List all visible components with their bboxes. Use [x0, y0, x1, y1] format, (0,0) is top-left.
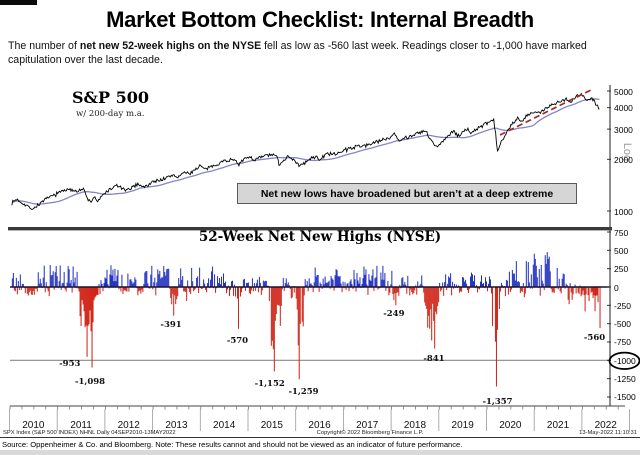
subtitle-post: fell as low as -560 last week. Readings …: [8, 40, 587, 66]
bottom-y-axis-tick-label: -1250: [614, 374, 636, 385]
bottom-y-axis-tick-label: -750: [614, 337, 632, 348]
bottom-y-axis-tick-label: -1500: [614, 392, 636, 403]
bottom-y-axis-tick-label: 750: [614, 227, 629, 238]
bar-annotation: -953: [59, 358, 81, 369]
bottom-y-axis-tick-label: 250: [614, 264, 629, 275]
sp500-ma-sublabel: w/ 200-day m.a.: [76, 109, 145, 119]
bar-annotation: -391: [160, 319, 182, 330]
subtitle-bold: net new 52-week highs on the NYSE: [79, 40, 262, 52]
bottom-y-axis-tick-label: -250: [614, 300, 632, 311]
bloomberg-ticker-line: SPX Index (S&P 500 INDEX) NHNL Daily 04S…: [3, 430, 176, 436]
bar-annotation: -570: [226, 335, 249, 346]
year-label: 2014: [213, 420, 236, 431]
bottom-y-axis-tick-label: 0: [614, 282, 619, 293]
year-label: 2010: [22, 420, 45, 431]
top-y-axis-tick-label: 4000: [614, 103, 633, 114]
bottom-y-axis-tick-label: -500: [614, 319, 632, 330]
bar-annotation: -1,098: [74, 376, 106, 387]
year-label: 2013: [165, 420, 188, 431]
year-label: 2018: [403, 420, 427, 431]
year-label: 2017: [356, 420, 379, 431]
top-y-axis-tick-label: 1000: [614, 206, 633, 217]
bloomberg-copyright: Copyright© 2022 Bloomberg Finance L.P.: [316, 430, 424, 436]
footer-divider-rule: [0, 437, 640, 438]
bar-annotation: -1,357: [482, 396, 513, 407]
year-label: 2019: [451, 420, 474, 431]
net-new-highs-title: 52-Week Net New Highs (NYSE): [198, 229, 442, 245]
year-label: 2016: [308, 420, 331, 431]
bloomberg-timestamp: 13-May-2022 11:10:31: [579, 430, 637, 436]
source-note: Source: Oppenheimer & Co. and Bloomberg.…: [2, 440, 463, 449]
window-edge-artifact: [0, 0, 37, 5]
subtitle-pre: The number of: [8, 40, 80, 52]
top-y-axis-tick-label: 5000: [614, 86, 633, 97]
year-label: 2022: [594, 420, 617, 431]
bar-annotation: -560: [583, 333, 606, 344]
page-subtitle: The number of net new 52-week highs on t…: [8, 40, 634, 68]
bar-annotation: -249: [383, 309, 405, 320]
top-y-axis-tick-label: 3000: [614, 124, 633, 135]
bar-annotation: -841: [423, 353, 445, 364]
bar-annotation: -1,152: [254, 379, 285, 390]
year-label: 2012: [117, 420, 140, 431]
callout-box: Net new lows have broadened but aren’t a…: [237, 183, 577, 204]
bar-annotation: -1,259: [288, 387, 319, 398]
sp500-chart-label: S&P 500: [72, 88, 149, 107]
year-label: 2015: [260, 420, 283, 431]
bottom-y-axis-tick-label: 500: [614, 245, 629, 256]
bottom-gray-strip: [0, 450, 640, 455]
bottom-y-axis-tick-label: -1000: [614, 355, 636, 366]
year-label: 2020: [499, 420, 522, 431]
year-label: 2021: [546, 420, 570, 431]
top-y-axis-tick-label: 2000: [614, 154, 633, 165]
page-title: Market Bottom Checklist: Internal Breadt…: [106, 7, 534, 32]
year-label: 2011: [70, 420, 92, 431]
